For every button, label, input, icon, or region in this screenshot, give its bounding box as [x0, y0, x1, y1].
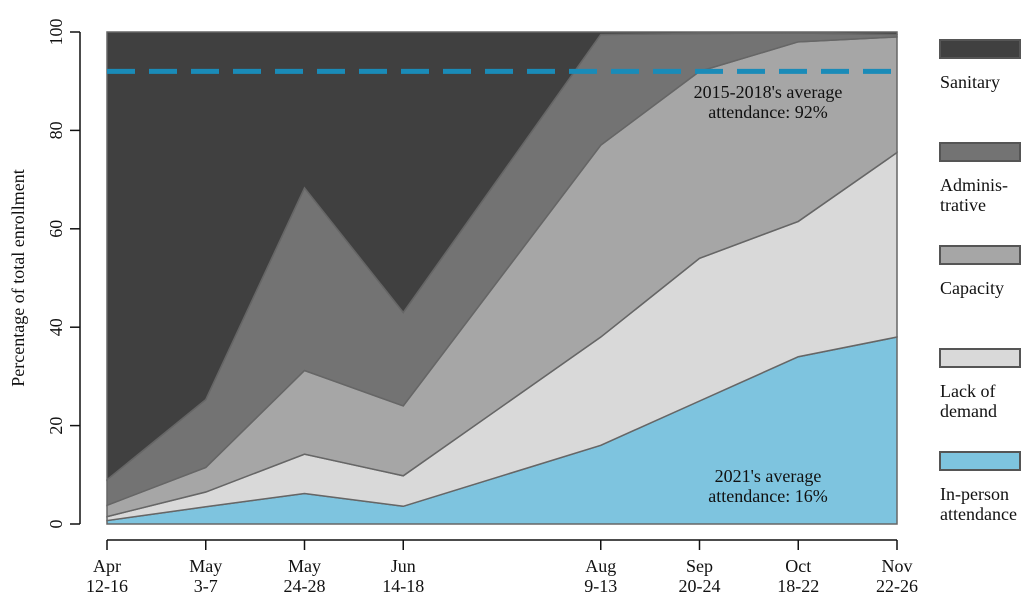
legend-label: In-person attendance: [940, 484, 1017, 524]
x-tick-label: Aug 9-13: [584, 556, 617, 596]
x-tick-label: Sep 20-24: [679, 556, 721, 596]
legend-swatch: [939, 348, 1021, 368]
legend-swatch: [939, 245, 1021, 265]
legend-label: Adminis-trative: [940, 175, 1008, 215]
y-tick-label: 60: [46, 220, 66, 238]
area: [106, 31, 898, 482]
x-tick-label: Apr 12-16: [86, 556, 128, 596]
annotation: 2021's average attendance: 16%: [708, 466, 827, 506]
x-tick-label: Nov 22-26: [876, 556, 918, 596]
legend-label: Capacity: [940, 278, 1004, 298]
legend-label: Lack of demand: [940, 381, 997, 421]
x-tick-label: Oct 18-22: [777, 556, 819, 596]
x-tick-label: May 3-7: [189, 556, 222, 596]
legend-swatch: [939, 451, 1021, 471]
legend-swatch: [939, 142, 1021, 162]
reference-label: 2015-2018's average attendance: 92%: [694, 82, 843, 122]
legend-swatch: [939, 39, 1021, 59]
y-tick-label: 40: [46, 318, 66, 336]
x-tick-label: May 24-28: [284, 556, 326, 596]
y-tick-label: 0: [46, 520, 66, 529]
x-tick-label: Jun 14-18: [382, 556, 424, 596]
y-axis-label: Percentage of total enrollment: [8, 169, 28, 386]
y-tick-label: 100: [46, 19, 66, 46]
legend-label: Sanitary: [940, 72, 1000, 92]
y-tick-label: 80: [46, 121, 66, 139]
y-tick-label: 20: [46, 417, 66, 435]
